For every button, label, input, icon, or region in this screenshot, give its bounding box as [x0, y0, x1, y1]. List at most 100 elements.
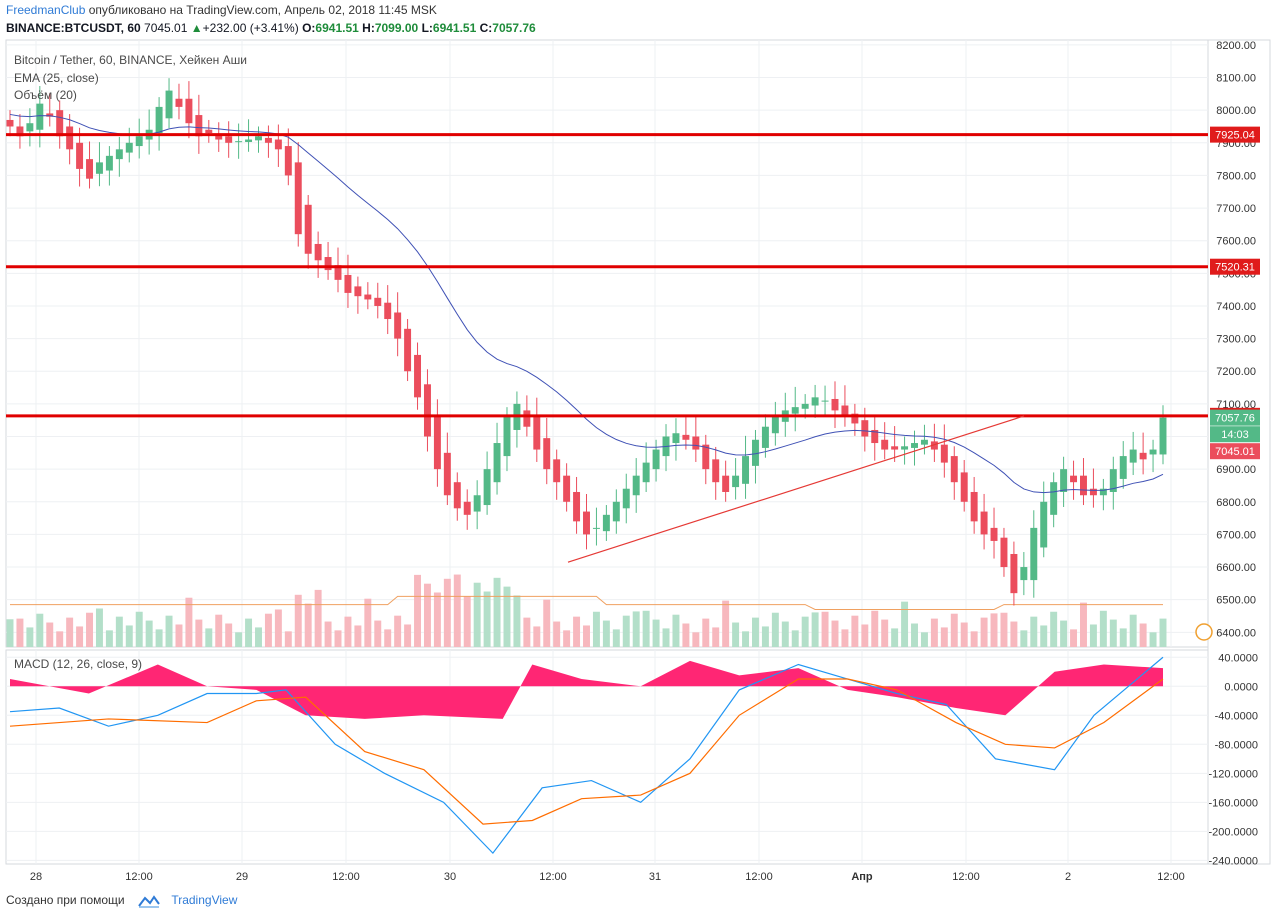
candle-body: [155, 106, 163, 134]
candle-body: [970, 491, 978, 522]
candle-body: [672, 433, 680, 444]
volume-bar: [841, 629, 849, 647]
volume-bar: [682, 623, 690, 647]
y-tick-label: 8000.00: [1216, 105, 1256, 117]
candle-body: [344, 274, 352, 293]
candle-body: [16, 126, 24, 137]
ema-line: [9, 113, 1164, 494]
volume-bar: [960, 622, 968, 647]
volume-bar: [215, 614, 223, 647]
volume-bar: [175, 624, 183, 647]
level-price-tag: [1210, 258, 1260, 275]
volume-bar: [294, 594, 302, 647]
level-price-label: 7925.04: [1215, 130, 1255, 142]
candle-body: [443, 452, 451, 496]
candle-body: [1050, 482, 1058, 515]
candle-body: [185, 98, 193, 124]
volume-bar: [692, 632, 700, 647]
candle-body: [314, 243, 322, 261]
volume-bar: [771, 612, 779, 647]
volume-bar: [791, 630, 799, 647]
volume-bar: [1159, 618, 1167, 647]
candle-body: [980, 511, 988, 535]
low-value: 6941.51: [432, 21, 477, 35]
volume-bar: [742, 631, 750, 647]
volume-bar: [553, 621, 561, 647]
volume-bar: [811, 612, 819, 647]
volume-bar: [284, 631, 292, 647]
y-tick-label: 7200.00: [1216, 366, 1256, 378]
macd-y-tick-label: -40.0000: [1215, 710, 1258, 722]
macd-line: [9, 656, 1164, 855]
candle-body: [990, 527, 998, 541]
candle-body: [503, 416, 511, 457]
volume-bar: [1040, 625, 1048, 647]
volume-bar: [1149, 632, 1157, 647]
candle-body: [751, 439, 759, 466]
volume-bar: [364, 598, 372, 647]
volume-bar: [722, 600, 730, 647]
volume-bar: [46, 622, 54, 647]
symbol-quote: BINANCE:BTCUSDT, 60 7045.01 ▲+232.00 (+3…: [6, 21, 536, 35]
candle-body: [771, 416, 779, 434]
candle-body: [364, 294, 372, 300]
volume-bar: [86, 612, 93, 647]
x-tick-label: 12:00: [332, 871, 360, 883]
candle-body: [205, 129, 213, 134]
macd-y-tick-label: -80.0000: [1215, 739, 1258, 751]
candle-body: [642, 462, 650, 483]
candle-body: [1129, 449, 1137, 463]
candle-body: [46, 113, 54, 117]
candle-body: [801, 403, 809, 409]
symbol-label: BINANCE:BTCUSDT, 60: [6, 21, 141, 35]
volume-bar: [394, 615, 402, 647]
candle-body: [86, 159, 93, 179]
volume-bar: [135, 611, 143, 647]
candle-body: [861, 420, 869, 437]
tradingview-link[interactable]: TradingView: [171, 893, 238, 907]
volume-bar: [642, 610, 650, 647]
volume-bar: [404, 624, 412, 647]
candle-body: [1119, 456, 1127, 479]
volume-bar: [702, 618, 710, 647]
volume-bar: [851, 615, 859, 647]
x-tick-label: 12:00: [539, 871, 567, 883]
candle-body: [95, 162, 103, 174]
macd-y-tick-label: -200.0000: [1208, 826, 1258, 838]
candle-body: [284, 146, 292, 176]
volume-bar: [36, 613, 44, 647]
volume-bar: [185, 597, 193, 647]
volume-bar: [622, 615, 630, 647]
candle-body: [66, 126, 74, 150]
volume-bar: [245, 618, 253, 647]
volume-bar: [871, 610, 879, 647]
candle-body: [1000, 537, 1008, 568]
x-tick-label: 28: [30, 871, 42, 883]
macd-y-tick-label: 0.0000: [1224, 681, 1258, 693]
volume-bar: [433, 592, 441, 647]
volume-legend: Объём (20): [14, 88, 77, 102]
volume-bar: [314, 589, 322, 647]
volume-bar: [573, 616, 581, 647]
candle-body: [841, 405, 849, 417]
level-price-tag: [1210, 126, 1260, 143]
y-tick-label: 6900.00: [1216, 464, 1256, 476]
candle-body: [56, 110, 64, 137]
volume-bar: [443, 578, 451, 647]
macd-legend: MACD (12, 26, close, 9): [14, 657, 143, 671]
volume-bar: [831, 620, 839, 647]
candle-body: [1070, 475, 1078, 483]
volume-bar: [304, 603, 312, 647]
volume-bar: [6, 619, 14, 647]
y-tick-label: 6500.00: [1216, 595, 1256, 607]
candle-body: [115, 149, 123, 160]
volume-bar: [1129, 614, 1137, 647]
candle-body: [573, 491, 581, 522]
candle-body: [26, 123, 34, 132]
candle-body: [722, 475, 730, 492]
volume-bar: [920, 632, 928, 647]
author-name[interactable]: FreedmanClub: [6, 3, 86, 17]
volume-bar: [1000, 612, 1008, 647]
last-price: 7045.01: [144, 21, 188, 35]
